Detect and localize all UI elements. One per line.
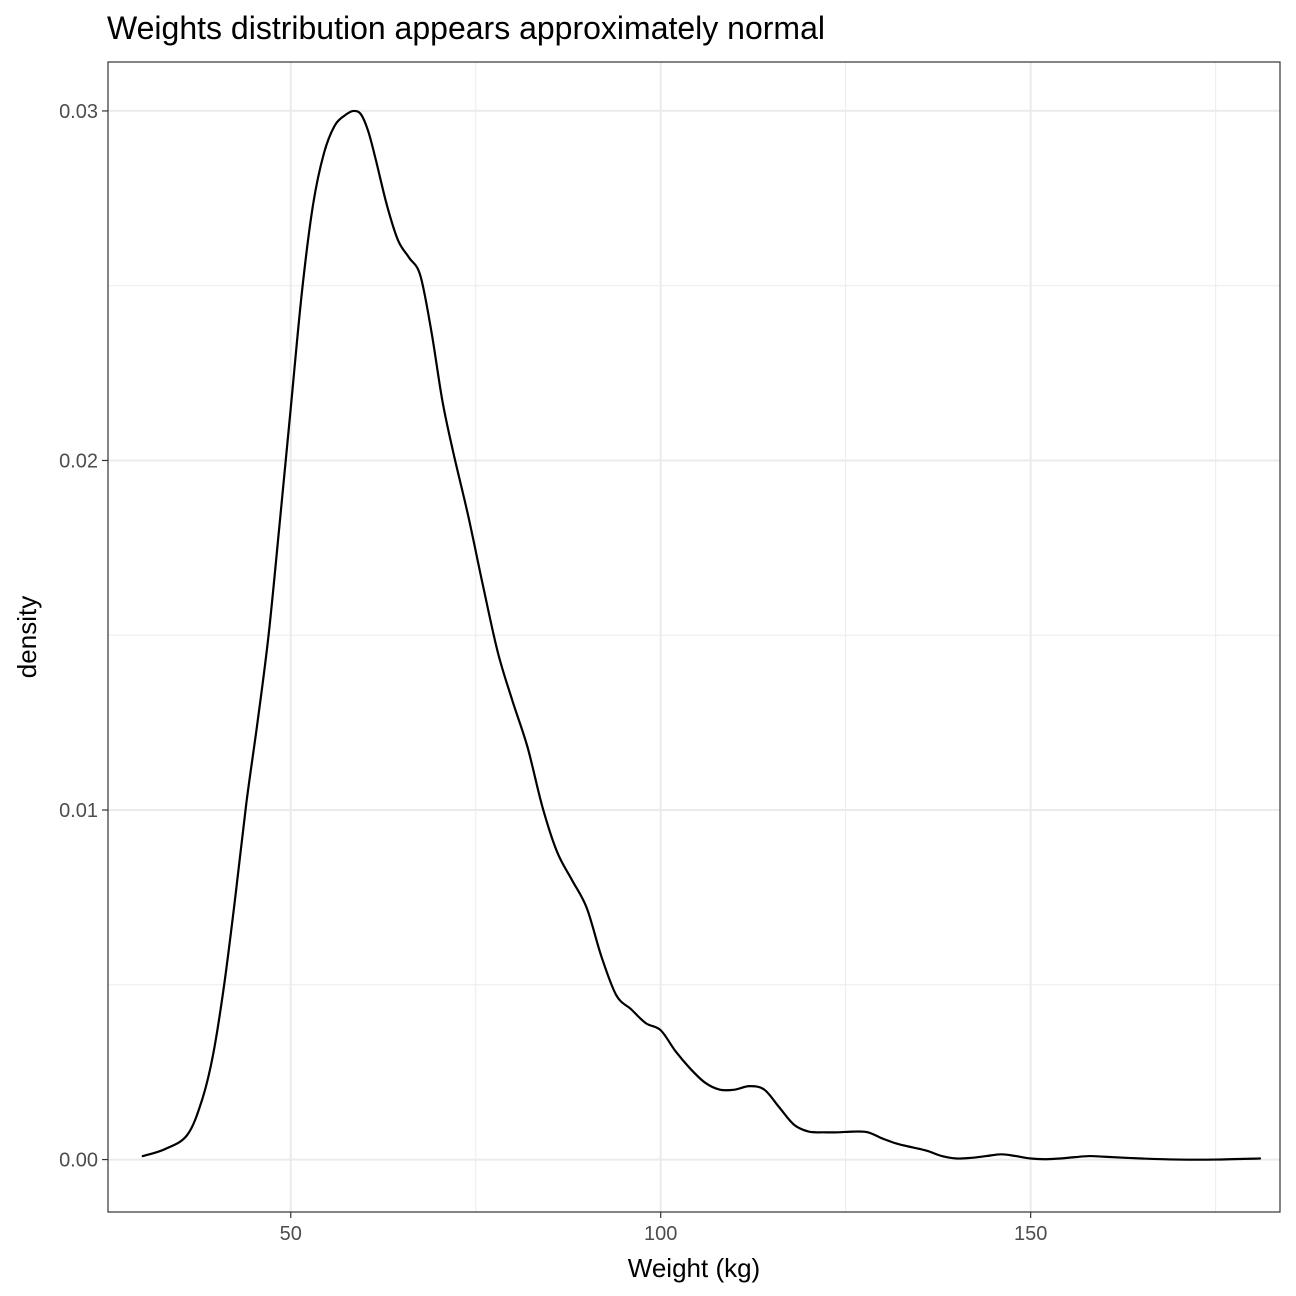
x-tick-label: 150	[1014, 1223, 1047, 1245]
minor-gridlines	[108, 62, 1280, 1212]
y-tick-label: 0.01	[59, 800, 98, 822]
x-axis-title: Weight (kg)	[628, 1253, 760, 1283]
y-axis: 0.00 0.01 0.02 0.03	[59, 101, 108, 1172]
y-tick-label: 0.00	[59, 1150, 98, 1172]
panel-border	[107, 61, 1281, 1213]
y-tick-label: 0.02	[59, 450, 98, 472]
major-gridlines	[108, 62, 1280, 1212]
series-layer	[141, 109, 1262, 1161]
chart-title: Weights distribution appears approximate…	[107, 10, 825, 46]
y-axis-title: density	[12, 596, 42, 678]
x-tick-label: 100	[644, 1223, 677, 1245]
density-curve	[141, 109, 1262, 1161]
y-tick-label: 0.03	[59, 101, 98, 123]
x-tick-label: 50	[280, 1223, 302, 1245]
x-axis: 50 100 150	[280, 1212, 1047, 1245]
